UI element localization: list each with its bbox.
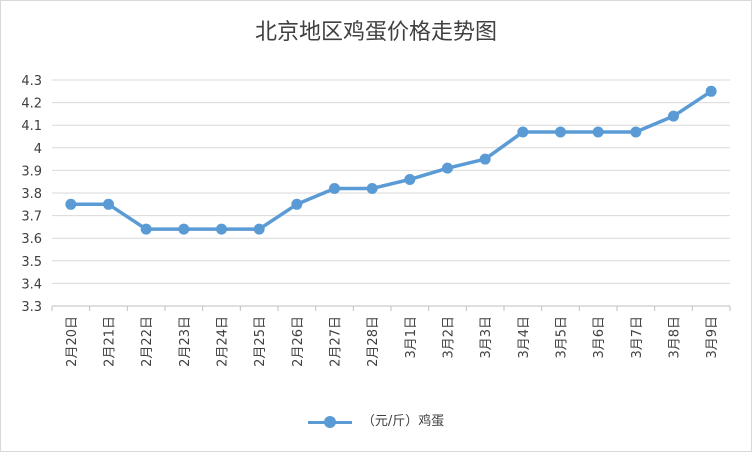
- data-point: [103, 198, 114, 210]
- data-point: [442, 162, 453, 174]
- y-tick-label: 3.9: [21, 164, 42, 179]
- data-point: [479, 153, 491, 165]
- series-line: [70, 89, 713, 231]
- x-tick-label: 3月7日: [630, 316, 645, 359]
- x-tick-label: 2月20日: [65, 316, 80, 367]
- legend: （元/斤）鸡蛋: [0, 410, 752, 429]
- data-point: [216, 223, 227, 235]
- y-tick-label: 4.2: [21, 97, 42, 112]
- gridlines: [51, 79, 731, 311]
- x-tick-label: 2月26日: [291, 316, 306, 367]
- x-tick-label: 3月8日: [668, 316, 683, 359]
- x-tick-label: 3月9日: [705, 316, 720, 359]
- x-tick-label: 2月24日: [216, 316, 231, 367]
- data-point: [555, 126, 566, 138]
- data-point: [329, 182, 340, 194]
- data-point: [668, 110, 679, 122]
- data-point: [178, 223, 190, 235]
- legend-label: （元/斤）鸡蛋: [361, 414, 445, 429]
- y-tick-label: 3.7: [21, 210, 42, 225]
- data-point: [404, 173, 416, 185]
- y-tick-label: 4.3: [21, 74, 42, 89]
- x-axis-ticks: 2月20日 2月21日 2月22日 2月23日 2月24日 2月25日 2月26日 2月27日…: [65, 316, 720, 367]
- x-tick-label: 2月23日: [178, 316, 193, 367]
- series-layer: [65, 85, 717, 235]
- x-tick-label: 3月4日: [517, 316, 532, 359]
- x-tick-label: 2月27日: [329, 316, 344, 367]
- data-point: [592, 126, 604, 138]
- x-tick-label: 3月3日: [479, 316, 494, 359]
- y-tick-label: 3.6: [21, 232, 42, 247]
- data-point: [517, 126, 529, 138]
- chart-title: 北京地区鸡蛋价格走势图: [254, 20, 497, 45]
- x-tick-label: 2月22日: [140, 316, 155, 367]
- y-tick-label: 4: [34, 142, 42, 157]
- x-tick-label: 2月25日: [253, 316, 268, 367]
- data-point: [65, 198, 77, 210]
- data-point: [140, 223, 152, 235]
- x-tick-label: 3月2日: [442, 316, 457, 359]
- legend-swatch: [307, 415, 352, 429]
- data-point: [630, 126, 642, 138]
- x-tick-label: 2月21日: [103, 316, 118, 367]
- y-tick-label: 4.1: [21, 119, 42, 134]
- x-tick-label: 2月28日: [366, 316, 381, 367]
- y-axis-ticks: 3.3 3.4 3.5 3.6 3.7 3.8 3.9 4 4.1 4.2 4.3: [21, 74, 42, 315]
- data-point: [291, 198, 303, 210]
- data-point: [705, 85, 717, 97]
- data-point: [366, 182, 378, 194]
- y-tick-label: 3.4: [21, 277, 42, 292]
- data-point: [253, 223, 265, 235]
- y-tick-label: 3.5: [21, 255, 42, 270]
- x-tick-label: 3月6日: [592, 316, 607, 359]
- x-tick-label: 3月5日: [555, 316, 570, 359]
- y-tick-label: 3.3: [21, 300, 42, 315]
- x-tick-label: 3月1日: [404, 316, 419, 359]
- y-tick-label: 3.8: [21, 187, 42, 202]
